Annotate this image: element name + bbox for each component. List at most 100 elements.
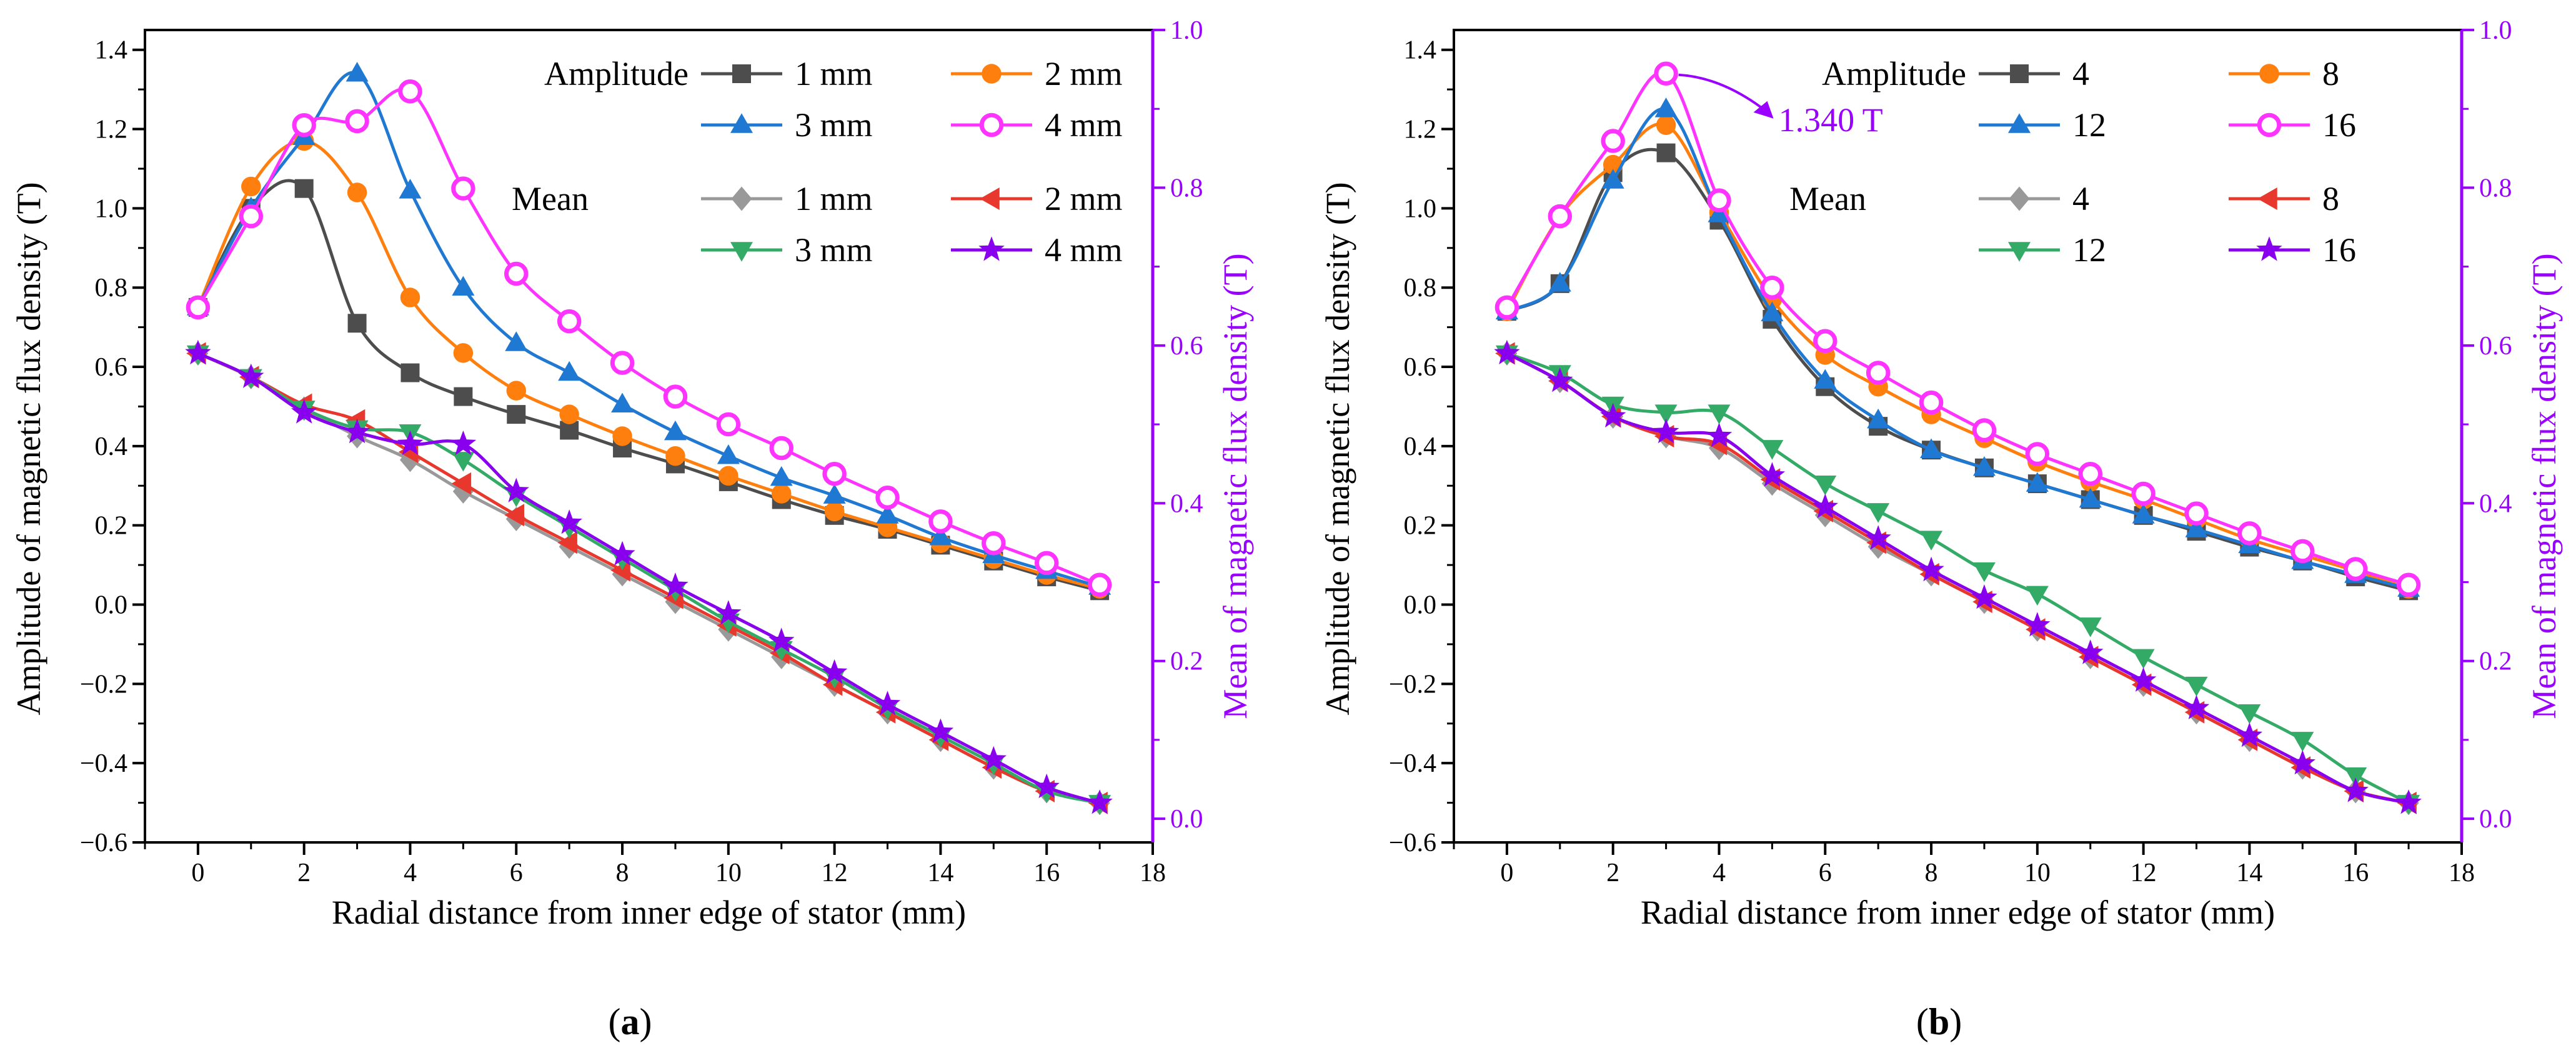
mean-series-point	[821, 659, 848, 684]
x-tick-label: 18	[1140, 859, 1166, 887]
amplitude-series-point	[2290, 539, 2315, 564]
x-tick-label: 16	[1033, 859, 1060, 887]
amplitude-series-point	[2026, 472, 2049, 492]
legend-label-amplitude: 4 mm	[1045, 106, 1123, 144]
amplitude-series-point	[2185, 517, 2208, 537]
legend-label-mean: 8	[2322, 180, 2339, 217]
x-tick-label: 16	[2342, 859, 2369, 887]
amplitude-series-point	[505, 331, 528, 351]
amplitude-series-point	[1920, 438, 1943, 458]
mean-series-point	[1708, 404, 1731, 424]
mean-series-point	[2238, 704, 2261, 724]
amplitude-series-point	[1034, 551, 1059, 576]
mean-series-point	[1971, 584, 1997, 609]
amplitude-series-point	[1972, 456, 1996, 476]
amplitude-series-point	[559, 404, 579, 424]
amplitude-series-point	[1760, 275, 1784, 300]
mean-series-point	[1920, 531, 1943, 551]
amplitude-series-point	[664, 420, 687, 441]
amplitude-series-point	[1548, 204, 1573, 229]
panel-label: (b)	[1916, 1001, 1962, 1042]
amplitude-series-point	[453, 343, 474, 363]
legend-label-mean: 12	[2072, 231, 2106, 269]
y-tick-label: 1.4	[95, 36, 128, 65]
x-tick-label: 14	[2236, 859, 2262, 887]
y-right-tick-label: 0.0	[2479, 805, 2512, 834]
x-tick-label: 8	[616, 859, 629, 887]
amplitude-series-point	[610, 351, 635, 375]
mean-series-point	[2236, 722, 2263, 747]
mean-series-point	[662, 572, 689, 597]
amplitude-series-point	[398, 79, 422, 104]
amplitude-series-point	[345, 109, 369, 134]
amplitude-series-point	[1761, 301, 1784, 322]
y-tick-label: 1.0	[1404, 194, 1437, 223]
amplitude-series-point	[292, 112, 316, 137]
y-tick-label: −0.4	[80, 749, 127, 778]
mean-series-point	[1706, 422, 1733, 447]
x-tick-label: 10	[715, 859, 742, 887]
y-tick-label: 0.8	[1404, 274, 1437, 302]
amplitude-series-point	[611, 392, 634, 413]
amplitude-series-point	[1494, 295, 1519, 320]
y-right-tick-label: 0.2	[2479, 647, 2512, 676]
panel-paren: )	[640, 1001, 652, 1042]
x-tick-label: 12	[822, 859, 848, 887]
y-axis-title: Amplitude of magnetic flux density (T)	[1319, 182, 1356, 715]
amplitude-series-point	[1656, 115, 1676, 135]
amplitude-series-point	[1601, 129, 1625, 153]
amplitude-series-point	[506, 381, 527, 401]
legend-label-mean: 3 mm	[795, 231, 873, 269]
annotation-arrowhead	[1753, 101, 1774, 119]
amplitude-series-point	[1814, 369, 1837, 389]
legend-label-amplitude: 2 mm	[1045, 55, 1123, 92]
legend-marker-amplitude	[2010, 64, 2029, 83]
amplitude-series-point	[824, 501, 845, 522]
mean-series-line-4	[1506, 352, 2409, 805]
legend-label-amplitude: 3 mm	[795, 106, 873, 144]
mean-series-point	[1600, 402, 1626, 427]
amplitude-series-point	[346, 62, 369, 82]
y-tick-label: 0.8	[95, 274, 128, 302]
mean-series-point	[2342, 777, 2369, 802]
legend-label-amplitude: 12	[2072, 106, 2106, 144]
amplitude-series-point	[558, 361, 581, 381]
amplitude-series-line-12	[1506, 107, 2409, 591]
legend-marker-amplitude	[2259, 64, 2279, 84]
legend-label-mean: 1 mm	[795, 180, 873, 217]
amplitude-series-point	[1087, 572, 1112, 597]
legend-marker-mean	[731, 186, 752, 211]
y-right-tick-label: 0.8	[1170, 174, 1203, 202]
amplitude-series-point	[2078, 461, 2102, 486]
x-tick-label: 0	[1500, 859, 1513, 887]
x-axis-title: Radial distance from inner edge of stato…	[332, 894, 966, 931]
y-axis-title: Amplitude of magnetic flux density (T)	[10, 182, 47, 715]
amplitude-series-point	[2079, 487, 2102, 508]
panel-paren: (	[609, 1001, 621, 1042]
mean-series-point	[556, 509, 582, 534]
mean-series-point	[1918, 556, 1944, 582]
legend-label-mean: 4	[2072, 180, 2089, 217]
y-tick-label: −0.4	[1389, 749, 1436, 778]
mean-series-point	[2130, 667, 2157, 692]
legend-label-mean: 4 mm	[1045, 231, 1123, 269]
y-right-tick-label: 0.6	[2479, 332, 2512, 361]
mean-series-point	[451, 472, 472, 495]
mean-series-point	[397, 430, 424, 456]
mean-series-point	[715, 600, 742, 625]
amplitude-series-point	[929, 525, 952, 546]
amplitude-series-point	[928, 509, 953, 534]
mean-series-point	[980, 746, 1007, 771]
chart-panel-b: 0 2 4 6 8 10 12 14 16 18 −0.6 −0.4 −0.2 0.0 0.2 0.4 0.6 0…	[1319, 16, 2563, 1042]
amplitude-series-point	[2132, 504, 2155, 524]
amplitude-series-point	[665, 446, 685, 466]
amplitude-series-point	[347, 314, 367, 333]
y-tick-label: 1.4	[1404, 36, 1437, 65]
y-right-tick-label: 1.0	[2479, 16, 2512, 45]
amplitude-series-point	[2025, 442, 2050, 466]
legend-marker-mean	[2008, 242, 2031, 262]
y-tick-label: 0.0	[95, 591, 128, 620]
amplitude-series-point	[239, 204, 264, 229]
legend-marker-mean	[2257, 187, 2277, 210]
amplitude-series-point	[1813, 329, 1838, 354]
